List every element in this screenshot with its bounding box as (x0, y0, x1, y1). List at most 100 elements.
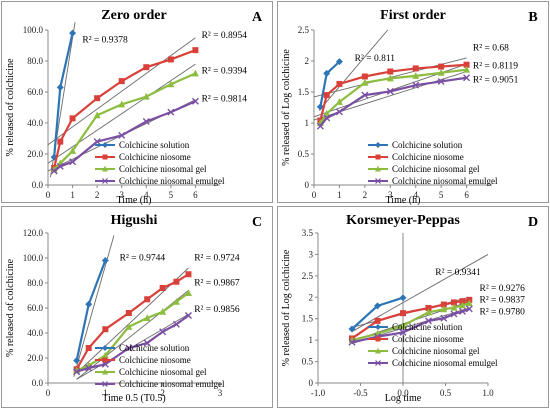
data-point (386, 87, 394, 95)
data-point (440, 305, 448, 313)
r2-annotation: R² = 0.811 (355, 54, 396, 64)
data-point (412, 65, 419, 72)
r2-annotation: R² = 0.9378 (82, 35, 128, 45)
legend-entry: Colchicine solution (392, 322, 463, 332)
data-point (348, 325, 356, 333)
data-point (101, 257, 109, 264)
x-axis-label: Time (h) (117, 195, 152, 206)
legend-entry: Colchicine niosome (392, 152, 464, 162)
y-tick-label: 3 (309, 249, 314, 259)
legend-marker (375, 154, 381, 160)
data-point (361, 73, 368, 80)
panel-frame (277, 206, 549, 408)
data-point (323, 109, 331, 117)
r2-annotation: R² = 0.9394 (202, 66, 248, 76)
x-axis-label: Log time (385, 393, 422, 404)
data-point (399, 321, 407, 329)
data-point (451, 299, 457, 306)
data-point (143, 339, 151, 347)
legend-entry: Colchicine niosomal gel (119, 367, 207, 377)
data-point (159, 307, 167, 315)
y-tick-label: 80.0 (27, 56, 43, 66)
data-point (167, 80, 175, 88)
data-point (335, 58, 343, 66)
r2-annotation: R² = 0.9837 (480, 295, 526, 305)
data-point (437, 68, 445, 76)
legend-marker (102, 345, 108, 351)
series-line (319, 68, 467, 124)
legend-entry: Colchicine niosomal emulgel (392, 358, 498, 368)
data-point (142, 92, 150, 100)
data-point (463, 74, 471, 82)
data-point (438, 63, 445, 70)
legend-marker (102, 165, 108, 172)
x-tick-label: 2 (160, 388, 165, 398)
panel-frame (277, 1, 549, 203)
data-point (425, 305, 432, 311)
legend-entry: Colchicine solution (119, 343, 190, 353)
legend-marker (375, 347, 381, 354)
x-axis-label: Time 0.5 (T0.5) (102, 393, 166, 404)
series-line (76, 314, 190, 373)
data-point (191, 97, 199, 105)
legend-marker (375, 360, 381, 366)
r2-annotation: R² = 0.9276 (480, 284, 526, 294)
data-point (459, 301, 466, 309)
legend-entry: Colchicine niosome (119, 152, 191, 162)
x-tick-label: 2 (95, 190, 100, 200)
panel-label: D (528, 215, 538, 230)
data-point (450, 303, 458, 311)
x-tick-label: 6 (193, 190, 198, 200)
x-tick-label: 1.0 (482, 388, 494, 398)
chart-panel-A: 0.0 20.0 40.0 60.0 80.0 100.0 0 1 2 3 4 5 6 Zero orde… (1, 1, 273, 206)
data-point (118, 100, 126, 108)
x-tick-label: 3 (119, 190, 124, 200)
data-point (173, 278, 180, 285)
series-line (319, 76, 467, 127)
x-tick-label: 3 (218, 388, 223, 398)
panel-label: A (252, 10, 263, 25)
x-tick-label: 2 (363, 190, 368, 200)
x-tick-label: 4 (413, 190, 418, 200)
data-point (102, 326, 109, 333)
series-line (53, 100, 196, 172)
y-axis-label: % released of Log colchicine (281, 249, 292, 366)
data-point (143, 64, 150, 71)
chart-panel-B: 0 0.5 1 1.5 2 2.5 0 1 2 3 4 5 6 First order B Time (h)%… (277, 1, 549, 206)
y-tick-label: 0.5 (302, 357, 314, 367)
data-point (125, 344, 133, 352)
data-point (125, 310, 132, 316)
data-point (323, 92, 330, 99)
y-tick-label: 60.0 (27, 87, 43, 97)
x-tick-label: 6 (464, 190, 469, 200)
data-point (425, 317, 432, 325)
data-point (387, 68, 394, 75)
y-tick-label: 0 (309, 378, 314, 388)
legend-marker (102, 142, 108, 148)
data-point (69, 115, 76, 122)
y-tick-label: 120.0 (23, 228, 44, 238)
x-tick-label: 0.5 (440, 388, 452, 398)
data-point (412, 72, 420, 79)
data-point (101, 351, 109, 359)
data-point (316, 122, 324, 130)
x-tick-label: 1 (337, 190, 342, 200)
r2-annotation: R² = 0.9341 (435, 268, 481, 278)
y-tick-label: 20.0 (27, 149, 43, 159)
legend-marker (375, 178, 381, 184)
x-tick-label: 5 (169, 190, 174, 200)
chart-panel-C: 0.0 20.0 40.0 60.0 80.0 100.0 120.0 0 1 2 3 Higushi… (1, 206, 273, 408)
data-point (73, 368, 81, 376)
r2-annotation: R² = 0.9724 (194, 254, 240, 264)
data-point (167, 56, 174, 63)
legend-marker (102, 381, 108, 387)
legend-entry: Colchicine solution (119, 140, 190, 150)
y-tick-label: 40.0 (27, 118, 43, 128)
data-point (57, 138, 64, 145)
x-tick-label: 0 (46, 388, 51, 398)
data-point (69, 29, 77, 37)
data-point (361, 78, 369, 86)
data-point (184, 289, 192, 296)
y-tick-label: 1 (305, 118, 310, 128)
y-tick-label: 2 (305, 56, 310, 66)
